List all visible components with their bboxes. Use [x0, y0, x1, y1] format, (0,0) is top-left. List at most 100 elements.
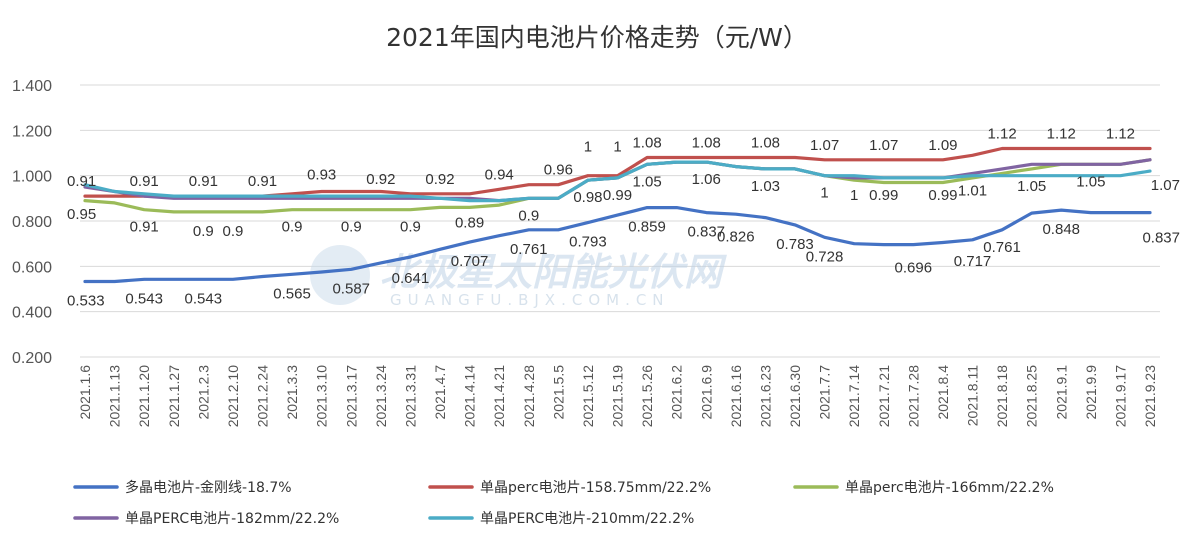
data-label: 0.837 [687, 224, 725, 241]
data-label: 0.9 [400, 219, 421, 236]
x-tick-label: 2021.2.10 [225, 365, 241, 427]
data-label: 1.09 [928, 137, 957, 154]
x-tick-label: 2021.4.14 [462, 365, 478, 427]
x-tick-label: 2021.3.24 [373, 365, 389, 427]
data-label: 0.826 [717, 229, 755, 246]
legend-label: 单晶PERC电池片-210mm/22.2% [480, 511, 694, 527]
x-tick-label: 2021.3.3 [284, 365, 300, 420]
legend: 多晶电池片-金刚线-18.7% 单晶perc电池片-158.75mm/22.2% 单… [73, 479, 1054, 527]
data-label: 1.12 [1047, 125, 1076, 142]
legend-label: 多晶电池片-金刚线-18.7% [125, 479, 292, 496]
x-tick-label: 2021.1.20 [136, 365, 152, 427]
x-tick-label: 2021.7.21 [876, 365, 892, 427]
data-label: 0.783 [776, 236, 814, 253]
y-tick-label: 1.400 [12, 78, 52, 95]
x-tick-label: 2021.3.31 [402, 365, 418, 427]
data-label: 1.08 [692, 135, 721, 152]
data-label: 0.89 [455, 214, 484, 231]
x-tick-label: 2021.7.28 [905, 365, 921, 427]
x-tick-label: 2021.6.9 [698, 365, 714, 420]
data-label: 0.717 [954, 253, 992, 270]
x-tick-label: 2021.9.17 [1112, 365, 1128, 427]
x-tick-label: 2021.8.25 [1024, 365, 1040, 427]
x-tick-label: 2021.6.23 [757, 365, 773, 427]
data-label: 0.728 [806, 248, 844, 265]
data-label: 1.05 [632, 173, 661, 190]
x-tick-label: 2021.6.2 [669, 365, 685, 420]
x-tick-label: 2021.6.30 [787, 365, 803, 427]
data-label: 0.91 [189, 173, 218, 190]
x-tick-label: 2021.4.21 [491, 365, 507, 427]
watermark: 北极星太阳能光伏网 GUANGFU.BJX.COM.CN [310, 245, 727, 309]
gridlines [80, 84, 1160, 358]
data-label: 0.793 [569, 234, 607, 251]
data-label: 0.99 [928, 187, 957, 204]
data-label: 1.03 [751, 178, 780, 195]
data-label: 0.9 [222, 223, 243, 240]
x-tick-label: 2021.5.12 [580, 365, 596, 427]
y-axis-ticks: 0.200 0.400 0.600 0.800 1.000 1.200 1.400 [12, 78, 52, 367]
data-label: 0.533 [67, 293, 105, 310]
x-tick-label: 2021.1.6 [77, 365, 93, 420]
y-tick-label: 1.000 [12, 169, 52, 186]
data-label: 0.99 [603, 187, 632, 204]
x-tick-label: 2021.1.27 [166, 365, 182, 427]
watermark-logo-icon [310, 245, 370, 305]
legend-label: 单晶perc电池片-158.75mm/22.2% [480, 480, 711, 496]
data-label: 0.9 [282, 219, 303, 236]
data-label: 0.9 [193, 223, 214, 240]
data-label: 0.859 [628, 219, 666, 236]
data-label: 1.07 [810, 137, 839, 154]
data-label: 1.12 [1106, 125, 1135, 142]
data-label: 0.96 [544, 162, 573, 179]
x-tick-label: 2021.3.10 [314, 365, 330, 427]
data-label: 1 [850, 187, 858, 204]
series-lines [83, 146, 1152, 284]
x-tick-label: 2021.8.4 [935, 365, 951, 420]
data-label: 1.08 [751, 135, 780, 152]
x-tick-label: 2021.9.23 [1142, 365, 1158, 427]
data-label: 0.93 [307, 167, 336, 184]
y-tick-label: 0.600 [12, 259, 52, 276]
y-tick-label: 0.200 [12, 350, 52, 367]
data-label: 0.9 [341, 219, 362, 236]
x-tick-label: 2021.3.17 [343, 365, 359, 427]
data-label: 0.95 [67, 206, 96, 223]
data-label: 0.587 [332, 280, 370, 297]
data-label: 0.94 [485, 166, 514, 183]
x-axis-ticks: 2021.1.6 2021.1.13 2021.1.20 2021.1.27 2021.… [77, 365, 1158, 428]
data-label: 0.565 [273, 285, 311, 302]
x-tick-label: 2021.9.1 [1053, 365, 1069, 420]
data-label: 0.98 [573, 189, 602, 206]
x-tick-label: 2021.5.19 [610, 365, 626, 427]
data-label: 1.07 [869, 137, 898, 154]
x-tick-label: 2021.8.11 [965, 365, 981, 426]
x-tick-label: 2021.6.16 [728, 365, 744, 427]
watermark-sub-text: GUANGFU.BJX.COM.CN [390, 291, 670, 309]
x-tick-label: 2021.2.24 [255, 365, 271, 427]
series-line-0 [83, 206, 1152, 284]
data-label: 1.07 [1151, 177, 1180, 194]
x-tick-label: 2021.5.26 [639, 365, 655, 427]
data-label: 0.761 [510, 241, 548, 258]
y-tick-label: 0.400 [12, 305, 52, 322]
data-label: 0.92 [425, 171, 454, 188]
data-label: 1.08 [632, 135, 661, 152]
data-label: 0.92 [366, 171, 395, 188]
data-label: 0.848 [1042, 221, 1080, 238]
legend-label: 单晶perc电池片-166mm/22.2% [845, 480, 1054, 496]
x-tick-label: 2021.7.14 [846, 365, 862, 427]
x-tick-label: 2021.5.5 [550, 365, 566, 420]
data-label: 1.05 [1017, 178, 1046, 195]
series-line-4 [83, 160, 1152, 203]
data-label: 0.9 [518, 207, 539, 224]
x-tick-label: 2021.7.7 [817, 365, 833, 420]
data-label: 1 [613, 139, 621, 156]
x-tick-label: 2021.2.3 [195, 365, 211, 420]
data-label: 0.837 [1142, 230, 1180, 247]
data-label: 0.641 [392, 270, 430, 287]
x-tick-label: 2021.4.28 [521, 365, 537, 427]
data-label: 1.01 [958, 182, 987, 199]
